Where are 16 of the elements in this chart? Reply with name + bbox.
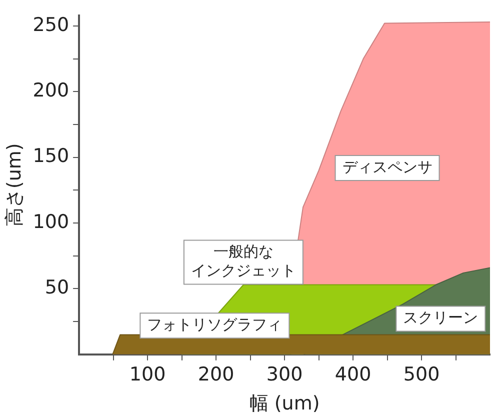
series-label: フォトリソグラフィ xyxy=(147,315,282,334)
series-label: ディスペンサ xyxy=(342,158,432,176)
x-tick-label: 200 xyxy=(198,364,234,386)
series-label: 一般的なインクジェット xyxy=(190,242,296,280)
x-tick-label: 300 xyxy=(266,364,303,386)
x-tick-label: 500 xyxy=(403,364,440,386)
x-tick-label: 100 xyxy=(129,364,166,386)
x-axis-title: 幅 (um) xyxy=(249,392,320,415)
y-tick-label: 200 xyxy=(32,80,70,102)
y-axis-title: 高さ(um) xyxy=(3,143,26,227)
y-tick-label: 150 xyxy=(32,145,70,168)
y-tick-label: 250 xyxy=(32,14,70,36)
series-label: スクリーン xyxy=(403,308,478,327)
y-tick-label: 50 xyxy=(44,276,70,299)
y-tick-label: 100 xyxy=(32,210,70,233)
x-tick-label: 400 xyxy=(334,364,372,386)
